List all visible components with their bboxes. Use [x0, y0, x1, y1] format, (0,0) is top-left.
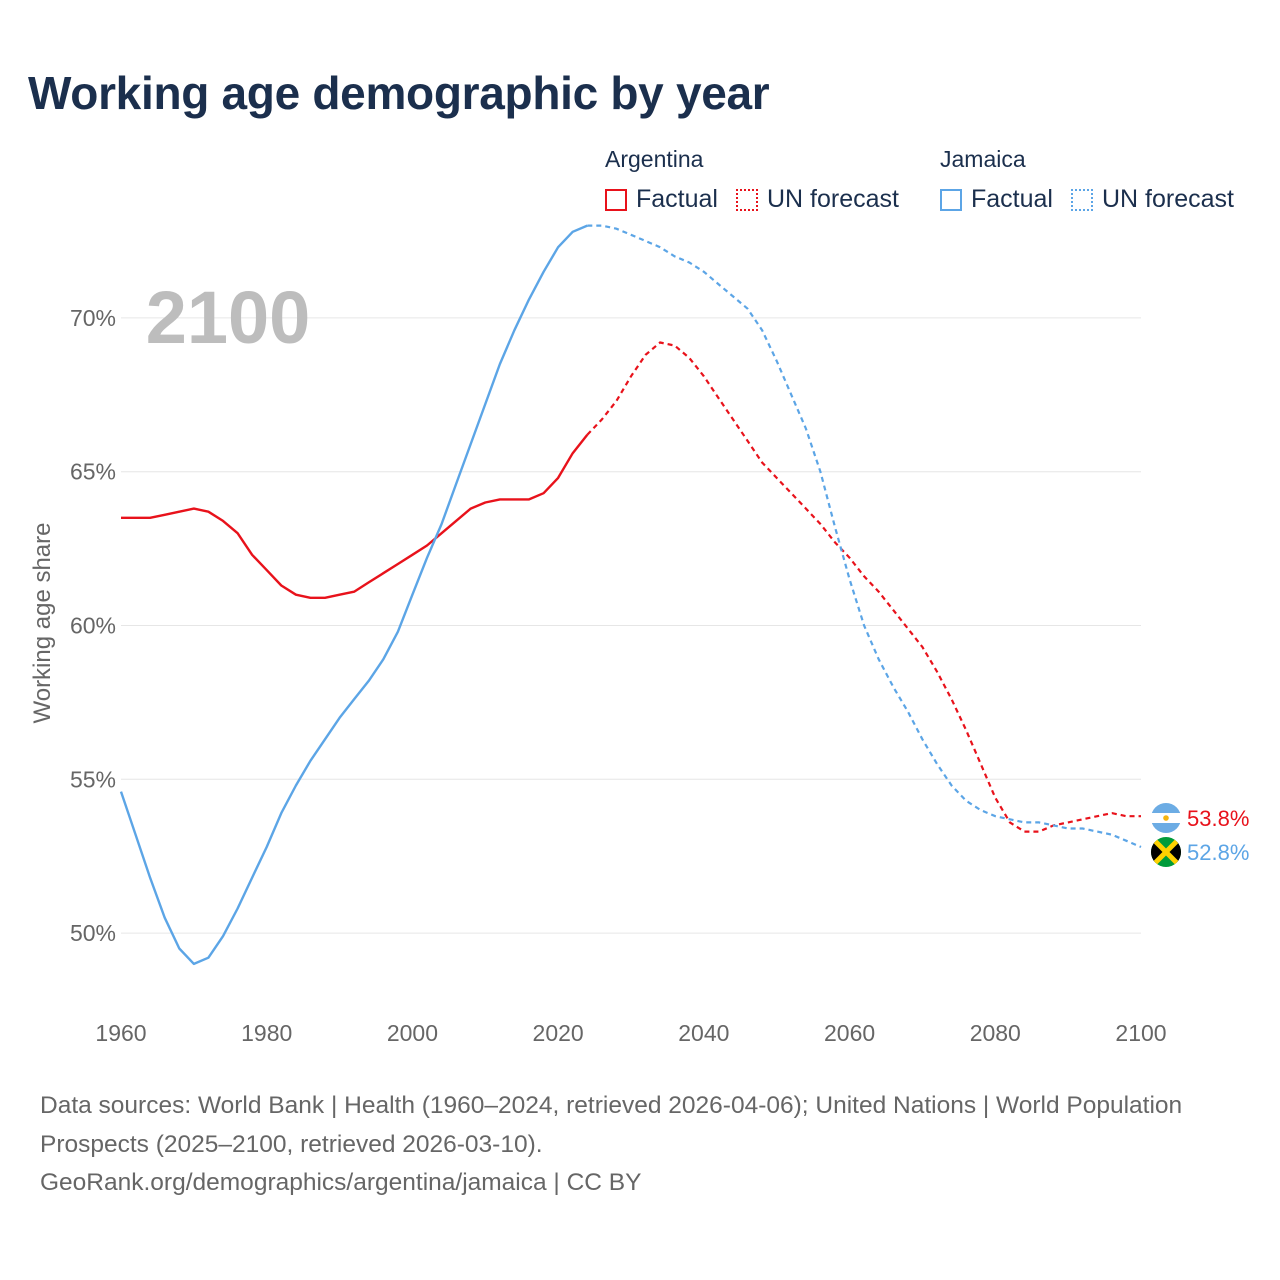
x-tick-label: 2080 — [970, 1020, 1021, 1046]
legend-swatch-dotted-icon — [735, 188, 758, 211]
jamaica-end-value: 52.8% — [1187, 840, 1249, 865]
series-lines — [119, 224, 1142, 966]
legend-item-label: UN forecast — [1101, 185, 1234, 213]
year-watermark: 2100 — [146, 276, 311, 359]
x-tick-label: 2020 — [533, 1020, 584, 1046]
legend-swatch-solid-icon — [605, 188, 627, 211]
jamaica-factual-line — [119, 224, 588, 966]
legend-group-jamaica: Jamaica Factual UN forecast — [940, 143, 1234, 214]
y-tick-label: 55% — [70, 766, 116, 792]
argentina-factual-line — [121, 434, 589, 599]
url-license-link[interactable]: GeoRank.org/demographics/argentina/jamai… — [40, 1169, 642, 1196]
legend-group-argentina: Argentina Factual UN forecast — [605, 143, 899, 214]
x-tick-label: 1980 — [241, 1020, 292, 1046]
x-tick-label: 1960 — [95, 1020, 146, 1046]
legend-swatch-dotted-icon — [1070, 188, 1093, 211]
legend-item-argentina-factual[interactable]: Factual — [605, 185, 718, 214]
y-tick-label: 50% — [70, 920, 116, 946]
jamaica-forecast-line — [587, 224, 1142, 849]
legend-item-jamaica-factual[interactable]: Factual — [940, 185, 1053, 214]
legend-country-label: Argentina — [605, 146, 704, 172]
y-tick-label: 70% — [70, 305, 116, 331]
gridlines — [121, 317, 1141, 934]
y-axis-title: Working age share — [29, 523, 56, 724]
x-tick-label: 2060 — [824, 1020, 875, 1046]
legend-item-label: Factual — [636, 185, 718, 213]
y-tick-label: 65% — [70, 459, 116, 485]
x-tick-label: 2040 — [678, 1020, 729, 1046]
y-axis: 50% 55% 60% 65% 70% — [70, 305, 116, 946]
jamaica-flag-icon — [1151, 837, 1181, 867]
x-tick-label: 2100 — [1115, 1020, 1166, 1046]
x-axis: 1960 1980 2000 2020 2040 2060 2080 2100 — [95, 1020, 1166, 1046]
argentina-forecast-line — [586, 341, 1141, 833]
legend-item-label: UN forecast — [766, 185, 899, 213]
legend-item-argentina-forecast[interactable]: UN forecast — [735, 185, 899, 214]
chart-title: Working age demographic by year — [28, 67, 770, 119]
legend-item-label: Factual — [971, 185, 1053, 213]
argentina-flag-icon — [1151, 803, 1181, 833]
legend-item-jamaica-forecast[interactable]: UN forecast — [1070, 185, 1234, 214]
argentina-end-value: 53.8% — [1187, 806, 1249, 831]
x-tick-label: 2000 — [387, 1020, 438, 1046]
line-chart: 2100 50% 55% 60% 65% 70% 1960 1980 2000 2020 204… — [29, 224, 1249, 1046]
data-sources-footer: Data sources: World Bank | Health (1960–… — [40, 1087, 1240, 1203]
legend-country-label: Jamaica — [940, 146, 1026, 172]
legend-swatch-solid-icon — [940, 188, 962, 211]
sources-text: Data sources: World Bank | Health (1960–… — [40, 1092, 1183, 1158]
y-tick-label: 60% — [70, 613, 116, 639]
